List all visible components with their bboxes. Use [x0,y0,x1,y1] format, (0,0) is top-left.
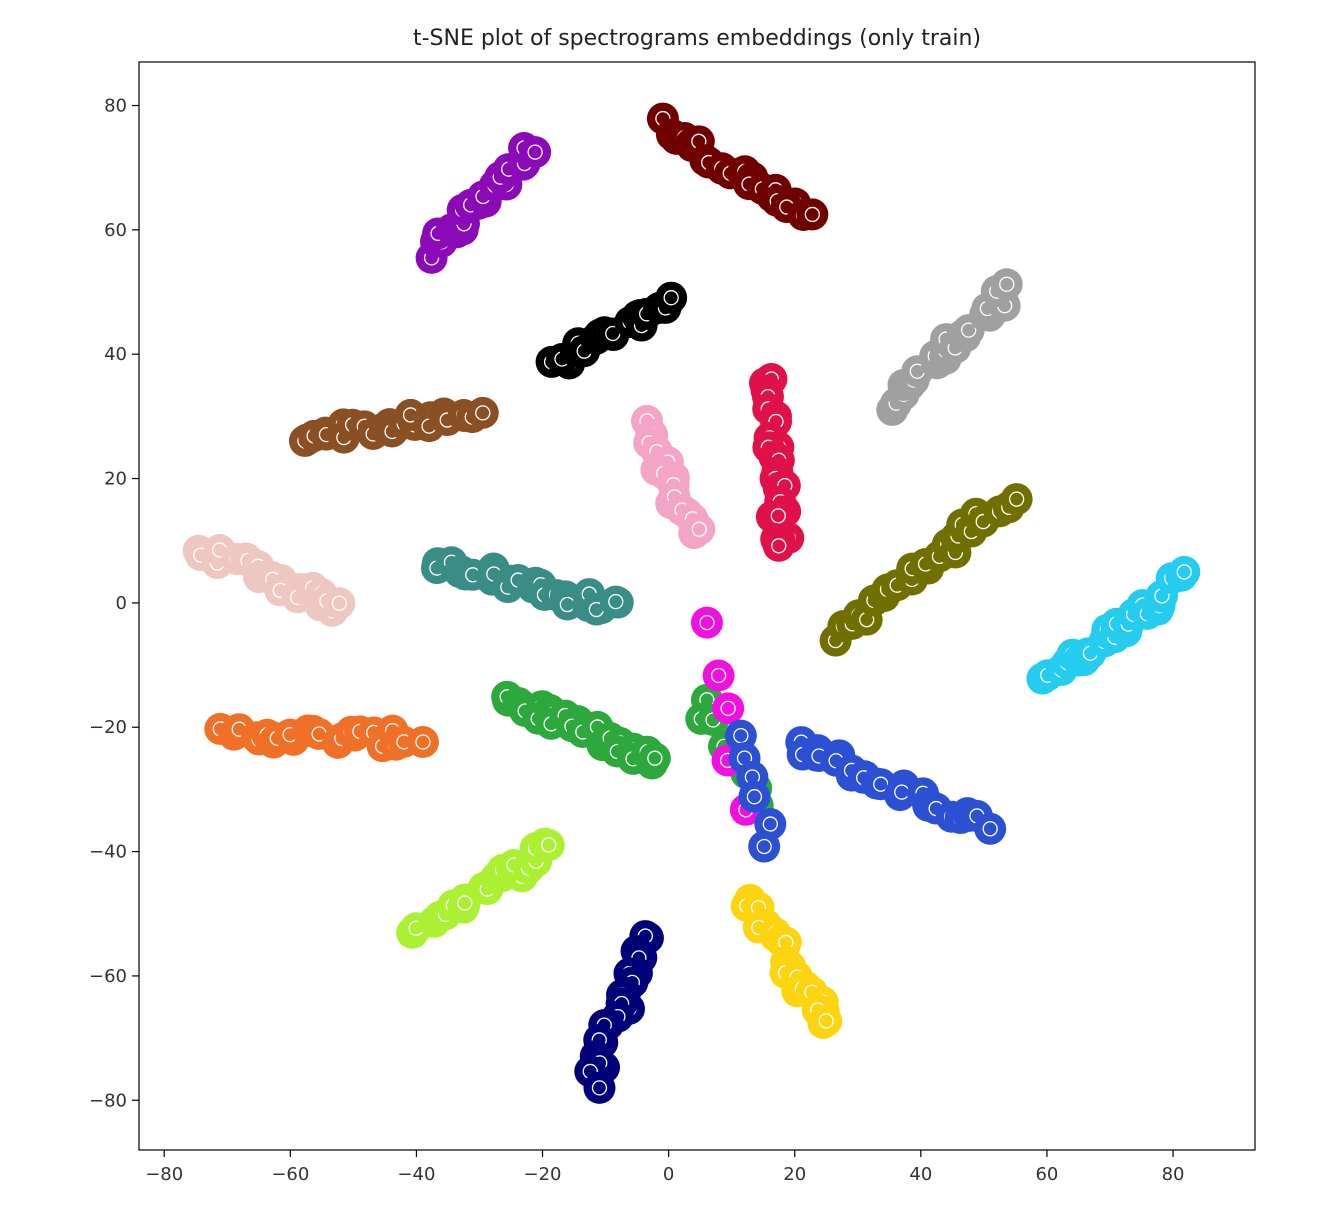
x-tick-label: 80 [1162,1164,1185,1185]
point-cluster [182,533,356,627]
scatter-point [475,405,491,421]
scatter-point [699,614,715,631]
point-cluster [574,920,664,1104]
scatter-point [608,593,624,610]
chart-title: t-SNE plot of spectrograms embeddings (o… [412,26,982,51]
x-tick-label: 0 [663,1164,674,1185]
x-tick-label: −20 [524,1164,562,1185]
scatter-point [591,1080,608,1096]
scatter-point [804,206,820,223]
point-cluster [535,281,688,380]
point-cluster [420,546,634,626]
x-tick-label: −60 [271,1164,309,1185]
x-tick-label: 40 [909,1164,932,1185]
y-tick-label: −80 [89,1090,127,1111]
y-tick-label: 80 [104,96,127,117]
scatter-point [746,789,763,805]
y-tick-label: −40 [89,842,127,863]
scatter-point [770,508,786,524]
scatter-point [647,750,663,766]
y-tick-label: 60 [104,220,127,241]
y-tick-label: 20 [104,469,127,490]
point-cluster [785,726,1007,845]
scatter-point [762,816,778,832]
point-cluster [724,719,787,863]
y-axis: 80 60 40 20 0 −20 −40 −60 −80 [89,96,139,1111]
scatter-point [818,1013,834,1029]
scatter-point [961,322,977,338]
point-cluster [876,268,1023,426]
scatter-point [1008,491,1025,507]
x-tick-label: −40 [397,1164,435,1185]
point-cluster [396,827,565,949]
y-tick-label: −60 [89,966,127,987]
point-cluster [1026,555,1201,695]
scatter-point [691,521,707,537]
scatter-point [527,144,543,160]
scatter-point [873,776,889,792]
point-cluster [491,680,671,780]
scatter-point [982,821,998,837]
scatter-point [771,538,787,554]
scatter-point [756,838,772,855]
scatter-point [710,667,727,684]
scatter-point [720,700,736,717]
x-axis: −80 −60 −40 −20 0 20 40 60 80 [145,1150,1184,1185]
point-cluster [819,483,1033,657]
scatter-point [331,595,347,611]
scatter-point [1176,564,1192,580]
y-tick-label: 0 [116,593,127,614]
scatter-point [415,734,431,750]
point-cluster [730,883,843,1039]
x-tick-label: 20 [783,1164,806,1185]
scatter-point [733,728,749,744]
point-cluster [204,712,439,763]
point-cluster [288,396,499,457]
y-tick-label: −20 [89,717,127,738]
plot-frame [138,61,1256,1151]
y-tick-label: 40 [104,344,127,365]
scatter-point [457,895,473,911]
x-tick-label: −80 [145,1164,183,1185]
scatter-point [541,837,557,853]
scatter-point [894,784,910,800]
point-cluster [415,132,552,274]
scatter-point [999,276,1015,292]
x-tick-label: 60 [1035,1164,1058,1185]
point-cluster [630,404,716,550]
point-cluster [749,362,805,562]
point-cluster [646,102,829,232]
scatter-points [182,102,1201,1104]
scatter-point [663,290,679,306]
